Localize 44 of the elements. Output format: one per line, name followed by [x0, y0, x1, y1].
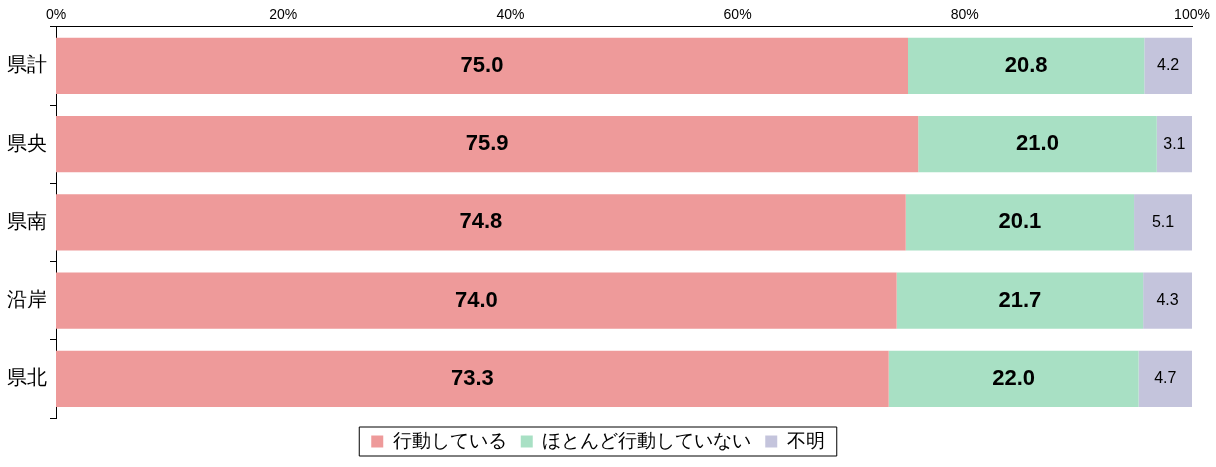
- x-tick-label: 0%: [45, 6, 67, 23]
- bar: [56, 37, 908, 95]
- bar: [56, 115, 919, 173]
- data-label: 21.0: [1016, 130, 1059, 156]
- data-label: 75.0: [460, 51, 504, 77]
- data-label: 22.0: [992, 364, 1036, 390]
- x-tick-label: 100%: [1174, 6, 1210, 23]
- y-tick-label: 県計: [7, 53, 47, 76]
- y-tick-label: 県南: [7, 209, 47, 232]
- bar: [888, 350, 1139, 408]
- bar: [1144, 37, 1192, 95]
- bar: [905, 194, 1135, 251]
- bar: [56, 272, 897, 329]
- bar: [908, 37, 1145, 95]
- data-label: 3.1: [1163, 134, 1186, 152]
- bar: [1134, 194, 1192, 251]
- bar: [56, 194, 906, 251]
- bar: [918, 115, 1157, 173]
- y-tick-label: 県央: [7, 131, 47, 154]
- data-label: 74.0: [454, 286, 498, 312]
- bar: [1138, 350, 1192, 408]
- y-tick-label: 県北: [7, 366, 47, 389]
- data-label: 5.1: [1151, 212, 1175, 230]
- bar: [896, 272, 1144, 329]
- data-label: 4.3: [1156, 291, 1179, 309]
- data-label: 21.7: [998, 286, 1042, 312]
- bar: [1143, 272, 1192, 329]
- x-tick-label: 80%: [950, 6, 979, 23]
- x-tick-label: 20%: [269, 6, 298, 23]
- x-tick-label: 60%: [723, 6, 752, 23]
- bar: [1156, 115, 1192, 173]
- x-tick-label: 40%: [496, 6, 525, 23]
- legend-label: 不明: [786, 429, 825, 451]
- data-label: 74.8: [459, 208, 503, 234]
- legend-label: 行動している: [392, 429, 507, 451]
- data-label: 75.9: [465, 130, 509, 156]
- data-label: 4.2: [1157, 56, 1180, 74]
- legend-label: ほとんど行動していない: [542, 429, 752, 451]
- data-label: 20.1: [998, 208, 1042, 234]
- data-label: 4.7: [1154, 369, 1177, 387]
- data-label: 73.3: [450, 364, 494, 390]
- bar: [56, 350, 889, 408]
- y-tick-label: 沿岸: [7, 288, 47, 311]
- data-label: 20.8: [1004, 51, 1048, 77]
